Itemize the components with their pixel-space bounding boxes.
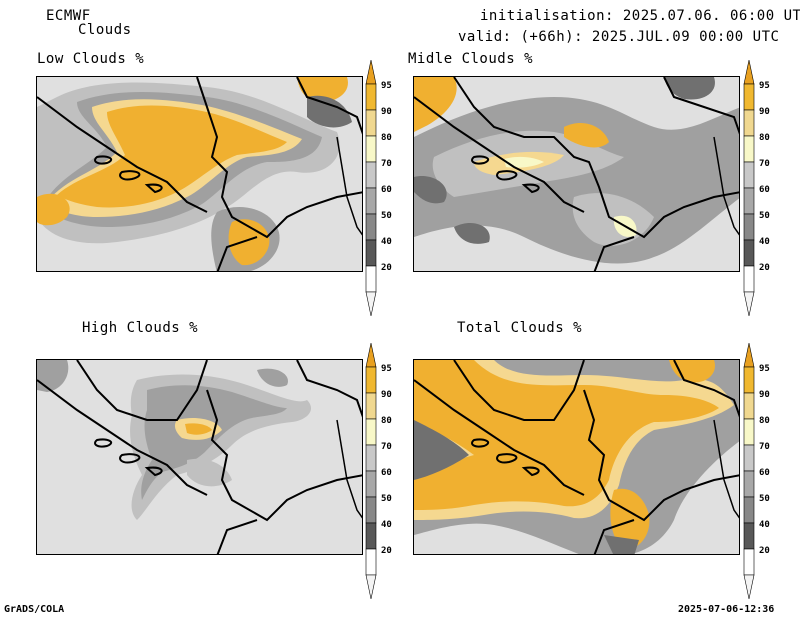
colorbar-segment <box>743 187 755 215</box>
colorbar-top-triangle <box>743 342 755 368</box>
colorbar-label: 60 <box>759 185 770 195</box>
panel-title-middle: Midle Clouds % <box>408 51 534 67</box>
colorbar-segment <box>743 470 755 498</box>
colorbar-segment <box>743 109 755 137</box>
colorbar-segment <box>365 366 377 394</box>
colorbar-middle: 95 90 80 70 60 50 40 20 <box>741 59 785 317</box>
colorbar-segment <box>743 444 755 472</box>
model-name: ECMWF <box>46 8 91 24</box>
colorbar-segment <box>365 548 377 576</box>
colorbar-label: 95 <box>759 81 770 91</box>
colorbar-segment <box>743 239 755 267</box>
colorbar-segment <box>743 161 755 189</box>
panel-title-total: Total Clouds % <box>457 320 583 336</box>
colorbar-label: 60 <box>381 468 392 478</box>
colorbar-label: 95 <box>381 364 392 374</box>
colorbar-label: 80 <box>381 416 392 426</box>
footer-timestamp: 2025-07-06-12:36 <box>678 604 775 615</box>
colorbar-bottom-triangle <box>365 291 377 317</box>
high-clouds-map <box>36 359 363 555</box>
colorbar-low: 95 90 80 70 60 50 40 20 <box>363 59 407 317</box>
colorbar-segment <box>365 187 377 215</box>
colorbar-label: 20 <box>381 263 392 273</box>
colorbar-label: 20 <box>759 546 770 556</box>
colorbar-top-triangle <box>365 342 377 368</box>
colorbar-segment <box>365 470 377 498</box>
colorbar-label: 40 <box>759 520 770 530</box>
colorbar-segment <box>365 161 377 189</box>
low-clouds-map <box>36 76 363 272</box>
colorbar-segment <box>365 213 377 241</box>
colorbar-label: 20 <box>381 546 392 556</box>
init-time: initialisation: 2025.07.06. 06:00 UTC <box>480 8 800 24</box>
colorbar-segment <box>365 239 377 267</box>
colorbar-label: 70 <box>381 159 392 169</box>
colorbar-label: 20 <box>759 263 770 273</box>
colorbar-total: 95 90 80 70 60 50 40 20 <box>741 342 785 600</box>
colorbar-label: 40 <box>381 520 392 530</box>
colorbar-segment <box>743 418 755 446</box>
colorbar-segment <box>743 213 755 241</box>
colorbar-segment <box>743 135 755 163</box>
panel-title-low: Low Clouds % <box>37 51 145 67</box>
colorbar-segment <box>365 496 377 524</box>
colorbar-label: 50 <box>381 211 392 221</box>
colorbar-svg: 95 90 80 70 60 50 40 20 <box>743 342 770 600</box>
colorbar-label: 95 <box>759 364 770 374</box>
colorbar-label: 70 <box>381 442 392 452</box>
colorbar-svg: 95 90 80 70 60 50 40 20 <box>365 342 392 600</box>
colorbar-segment <box>365 135 377 163</box>
colorbar-segment <box>743 522 755 550</box>
colorbar-segment <box>743 496 755 524</box>
colorbar-label: 60 <box>381 185 392 195</box>
footer-source: GrADS/COLA <box>4 604 65 615</box>
colorbar-label: 90 <box>381 390 392 400</box>
colorbar-label: 80 <box>759 133 770 143</box>
colorbar-svg: 95 90 80 70 60 50 40 20 <box>743 59 770 317</box>
colorbar-segment <box>365 522 377 550</box>
colorbar-label: 80 <box>759 416 770 426</box>
colorbar-label: 70 <box>759 442 770 452</box>
colorbar-segment <box>743 392 755 420</box>
colorbar-label: 90 <box>759 107 770 117</box>
colorbar-top-triangle <box>365 59 377 85</box>
panel-title-high: High Clouds % <box>82 320 199 336</box>
colorbar-bottom-triangle <box>743 574 755 600</box>
colorbar-label: 90 <box>759 390 770 400</box>
colorbar-svg: 95 90 80 70 60 50 40 20 <box>365 59 392 317</box>
colorbar-label: 60 <box>759 468 770 478</box>
colorbar-segment <box>365 392 377 420</box>
colorbar-segment <box>365 265 377 293</box>
colorbar-segment <box>365 418 377 446</box>
colorbar-label: 50 <box>381 494 392 504</box>
colorbar-top-triangle <box>743 59 755 85</box>
colorbar-label: 90 <box>381 107 392 117</box>
colorbar-label: 40 <box>759 237 770 247</box>
colorbar-bottom-triangle <box>365 574 377 600</box>
colorbar-segment <box>365 444 377 472</box>
total-clouds-map <box>413 359 740 555</box>
colorbar-label: 80 <box>381 133 392 143</box>
colorbar-segment <box>365 83 377 111</box>
colorbar-segment <box>743 265 755 293</box>
colorbar-label: 40 <box>381 237 392 247</box>
valid-time: valid: (+66h): 2025.JUL.09 00:00 UTC <box>458 29 780 45</box>
colorbar-label: 95 <box>381 81 392 91</box>
colorbar-label: 50 <box>759 211 770 221</box>
colorbar-segment <box>743 366 755 394</box>
colorbar-label: 50 <box>759 494 770 504</box>
middle-clouds-map <box>413 76 740 272</box>
colorbar-segment <box>743 83 755 111</box>
colorbar-segment <box>743 548 755 576</box>
colorbar-bottom-triangle <box>743 291 755 317</box>
colorbar-high: 95 90 80 70 60 50 40 20 <box>363 342 407 600</box>
product-name: Clouds <box>78 22 132 38</box>
colorbar-segment <box>365 109 377 137</box>
colorbar-label: 70 <box>759 159 770 169</box>
